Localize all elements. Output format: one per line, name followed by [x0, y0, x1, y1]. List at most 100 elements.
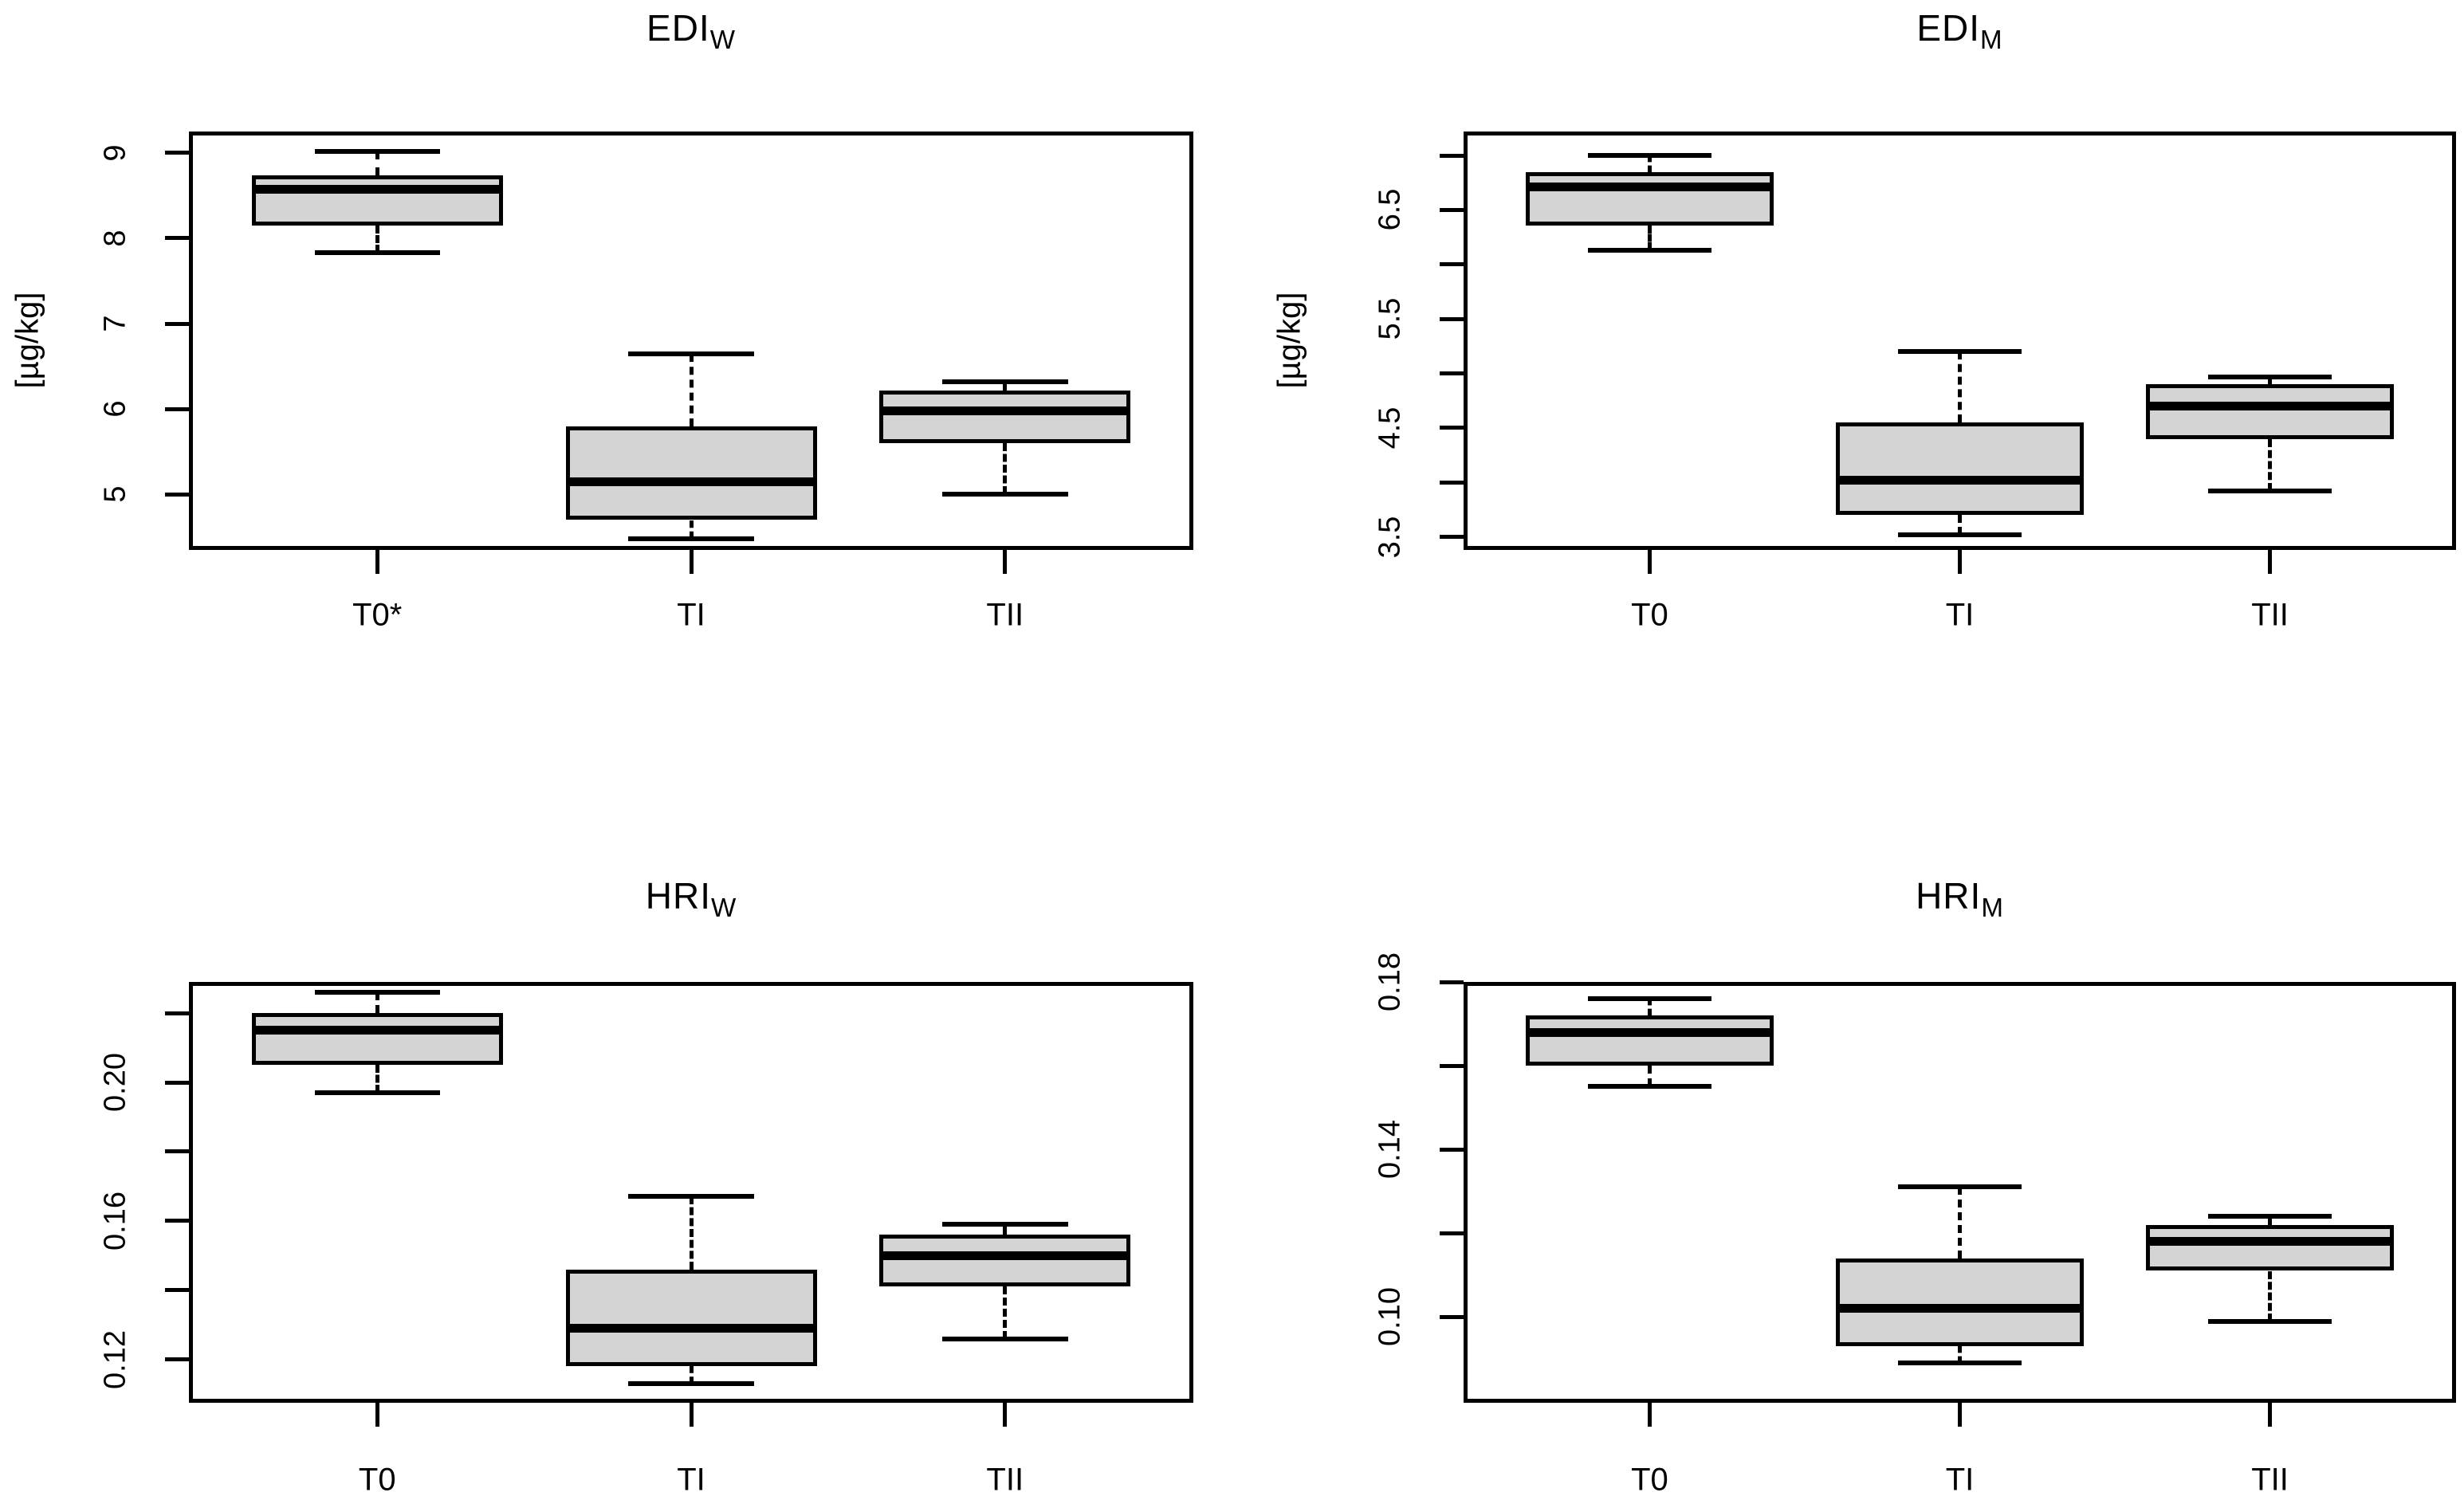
panel-title-main: EDI: [1916, 7, 1981, 49]
iqr-box: [1525, 171, 1774, 226]
upper-whisker: [1647, 999, 1652, 1015]
y-tick-label: 0.10: [1373, 1287, 1407, 1347]
iqr-box: [1835, 422, 2085, 516]
lower-whisker-cap: [1897, 1361, 2022, 1366]
lower-whisker: [1647, 225, 1652, 251]
lower-whisker-cap: [2207, 1318, 2332, 1324]
y-axis-tick: [165, 406, 189, 411]
upper-whisker-cap: [942, 379, 1068, 384]
upper-whisker-cap: [628, 351, 754, 356]
y-axis-tick: [1440, 535, 1464, 540]
y-tick-label: 3.5: [1373, 516, 1407, 559]
y-axis-tick: [1440, 1147, 1464, 1152]
panel-title-subscript: W: [709, 26, 736, 55]
y-axis-tick: [165, 1149, 189, 1154]
y-tick-label: 0.16: [98, 1191, 132, 1251]
y-tick-label: 8: [98, 230, 132, 247]
x-axis-tick: [1647, 550, 1652, 574]
upper-whisker: [2268, 376, 2273, 385]
iqr-box: [565, 1269, 817, 1367]
category-label: T0: [1631, 1462, 1668, 1498]
median-line: [251, 1026, 503, 1035]
upper-whisker-cap: [942, 1222, 1068, 1227]
y-axis-tick: [165, 1080, 189, 1085]
upper-whisker-cap: [2207, 374, 2332, 379]
lower-whisker: [375, 1065, 379, 1094]
upper-whisker: [375, 151, 379, 175]
category-label: T0: [358, 1462, 396, 1498]
y-axis-tick: [165, 1288, 189, 1293]
median-line: [1525, 183, 1774, 192]
x-axis-tick: [689, 550, 694, 574]
iqr-box: [251, 175, 503, 226]
x-axis-tick: [1958, 1403, 1962, 1427]
median-line: [565, 1324, 817, 1333]
x-axis-tick: [375, 550, 379, 574]
lower-whisker-cap: [1587, 248, 1712, 253]
lower-whisker: [2268, 438, 2273, 492]
upper-whisker: [2268, 1216, 2273, 1225]
y-axis-tick: [1440, 1063, 1464, 1068]
y-tick-label: 0.18: [1373, 952, 1407, 1011]
lower-whisker-cap: [314, 1090, 440, 1096]
x-axis-tick: [375, 1403, 379, 1427]
panel-title: EDIW: [646, 6, 736, 56]
y-axis-tick: [1440, 262, 1464, 267]
median-line: [1525, 1027, 1774, 1037]
y-axis-tick: [165, 151, 189, 155]
x-axis-tick: [1647, 1403, 1652, 1427]
category-label: T0*: [352, 597, 403, 633]
y-axis-tick: [1440, 371, 1464, 376]
y-axis-tick: [1440, 153, 1464, 158]
y-axis-label: [µg/kg]: [1271, 292, 1307, 389]
panel-title: HRIM: [1916, 874, 2004, 924]
y-tick-label: 7: [98, 315, 132, 332]
iqr-box: [1835, 1258, 2085, 1347]
upper-whisker: [1958, 1187, 1962, 1259]
lower-whisker-cap: [628, 1381, 754, 1387]
median-line: [879, 1251, 1131, 1260]
y-axis-tick: [1440, 316, 1464, 321]
x-axis-tick: [1003, 550, 1008, 574]
y-axis-tick: [1440, 1231, 1464, 1235]
y-axis-tick: [1440, 426, 1464, 430]
iqr-box: [565, 426, 817, 520]
y-axis-tick: [1440, 207, 1464, 212]
panel-hri-m: HRIM 0.10 0.14 0.18 T0 TI TII: [1232, 750, 2464, 1500]
median-line: [1835, 476, 2085, 485]
x-axis-tick: [1003, 1403, 1008, 1427]
y-axis-tick: [165, 1011, 189, 1015]
y-axis-tick: [1440, 980, 1464, 984]
category-label: TI: [1945, 1462, 1975, 1498]
upper-whisker-cap: [1897, 349, 2022, 355]
lower-whisker-cap: [628, 536, 754, 542]
panel-title-subscript: M: [1981, 893, 2004, 923]
upper-whisker-cap: [2207, 1214, 2332, 1219]
upper-whisker-cap: [314, 148, 440, 154]
upper-whisker: [689, 353, 694, 426]
category-label: TII: [2251, 597, 2289, 633]
panel-title-subscript: M: [1980, 26, 2003, 55]
upper-whisker: [1003, 381, 1008, 391]
x-axis-tick: [2268, 550, 2273, 574]
median-line: [1835, 1304, 2085, 1313]
y-tick-label: 5.5: [1373, 297, 1407, 340]
category-label: T0: [1631, 597, 1668, 633]
median-line: [879, 406, 1131, 415]
panel-title-main: HRI: [1916, 875, 1982, 917]
y-axis-label: [µg/kg]: [10, 292, 45, 389]
upper-whisker: [375, 992, 379, 1014]
lower-whisker: [1003, 443, 1008, 495]
y-axis-tick: [165, 492, 189, 497]
category-label: TII: [986, 1462, 1024, 1498]
x-axis-tick: [2268, 1403, 2273, 1427]
lower-whisker: [1647, 1066, 1652, 1087]
panel-edi-w: EDIW [µg/kg] 5 6 7 8 9 T0* TI TII: [0, 0, 1232, 750]
panel-title: HRIW: [646, 874, 737, 924]
upper-whisker-cap: [314, 990, 440, 995]
y-axis-tick: [1440, 1314, 1464, 1319]
upper-whisker-cap: [1587, 996, 1712, 1001]
iqr-box: [879, 1235, 1131, 1287]
lower-whisker-cap: [942, 1336, 1068, 1341]
